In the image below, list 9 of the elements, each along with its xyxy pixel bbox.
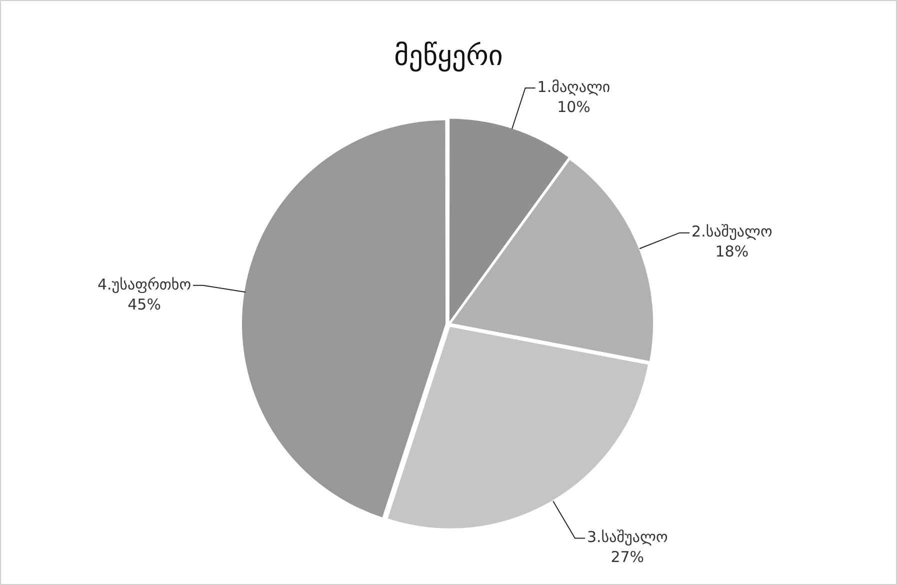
slice-label: 2.საშუალო	[692, 222, 772, 241]
slice-label: 1.მაღალი	[537, 78, 610, 96]
data-label: 45%	[128, 295, 161, 314]
data-label: 18%	[715, 242, 749, 261]
chart-title: მეწყერი	[394, 39, 503, 72]
slice-label: 4.უსაფრთხო	[98, 275, 192, 294]
data-label: 27%	[610, 548, 644, 566]
slice-label: 3.საშუალო	[586, 528, 668, 546]
data-label: 10%	[557, 98, 590, 116]
